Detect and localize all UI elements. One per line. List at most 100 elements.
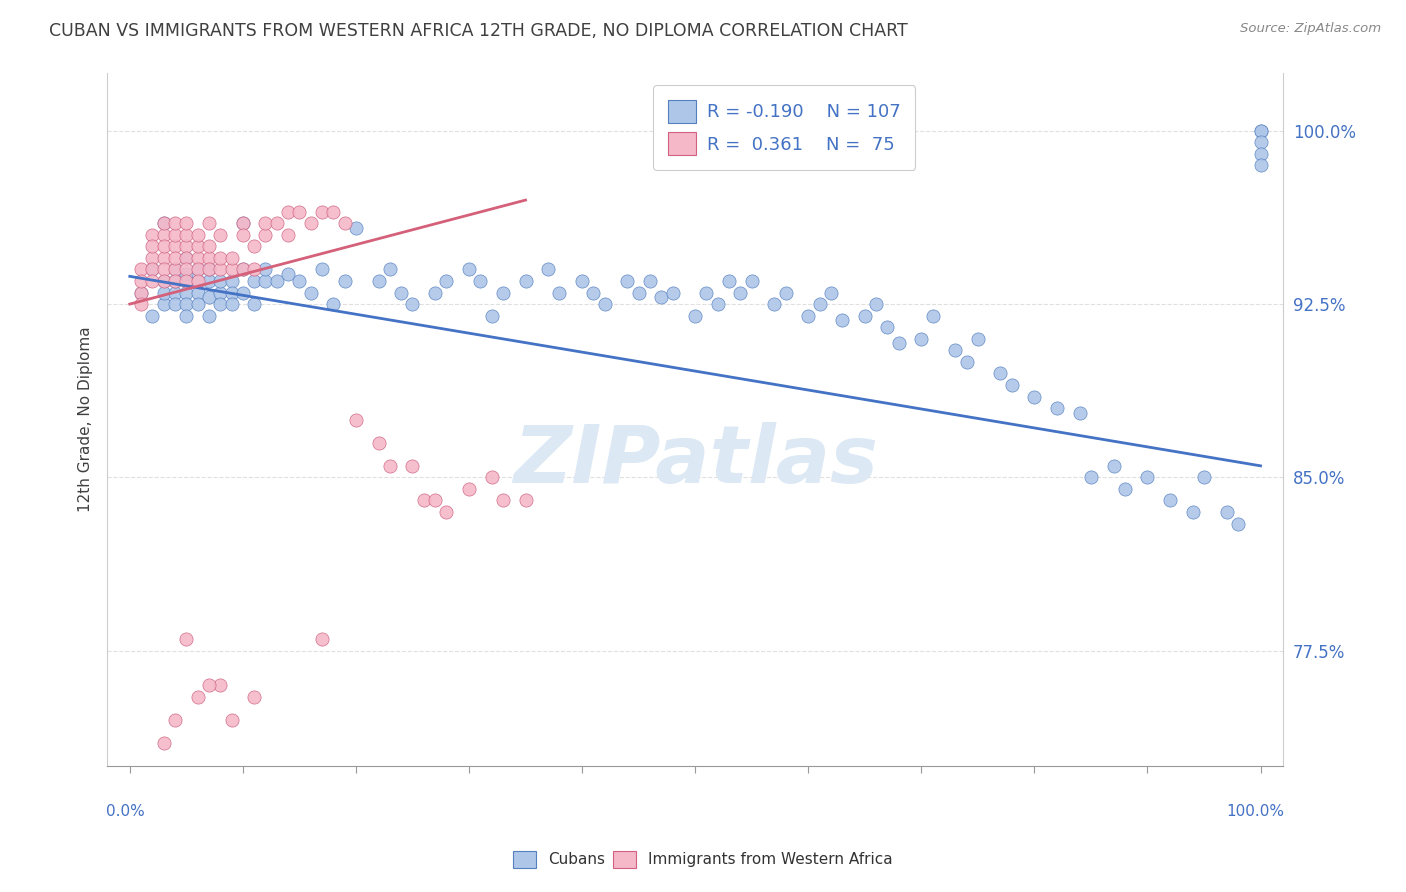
Point <box>176 239 198 253</box>
Point <box>187 251 209 265</box>
Point <box>1046 401 1069 415</box>
Point <box>921 309 943 323</box>
Point <box>152 297 174 311</box>
Point <box>152 251 174 265</box>
Point <box>434 274 457 288</box>
Point <box>423 285 446 300</box>
Point <box>797 309 820 323</box>
Point <box>887 336 910 351</box>
Point <box>1136 470 1159 484</box>
Point <box>254 262 277 277</box>
Point <box>943 343 966 358</box>
Point <box>955 355 977 369</box>
Point <box>288 204 311 219</box>
Point <box>141 227 163 242</box>
Point <box>187 297 209 311</box>
Point <box>176 267 198 281</box>
Point <box>333 216 356 230</box>
Point <box>141 251 163 265</box>
Point <box>176 309 198 323</box>
Point <box>1080 470 1102 484</box>
Point <box>152 227 174 242</box>
Point <box>187 690 209 704</box>
Point <box>221 262 243 277</box>
Text: 100.0%: 100.0% <box>1226 805 1284 820</box>
Point <box>243 690 266 704</box>
Point <box>1102 458 1125 473</box>
Point <box>176 262 198 277</box>
Y-axis label: 12th Grade, No Diploma: 12th Grade, No Diploma <box>79 326 93 512</box>
Point <box>187 285 209 300</box>
Point <box>141 309 163 323</box>
Point <box>232 262 254 277</box>
Point <box>209 262 232 277</box>
Point <box>876 320 898 334</box>
Point <box>198 262 221 277</box>
Point <box>176 632 198 647</box>
Point <box>198 274 221 288</box>
Point <box>163 251 186 265</box>
Legend: R = -0.190    N = 107, R =  0.361    N =  75: R = -0.190 N = 107, R = 0.361 N = 75 <box>652 86 915 169</box>
Point <box>820 285 842 300</box>
Point <box>209 227 232 242</box>
Point <box>176 227 198 242</box>
Point <box>152 262 174 277</box>
Point <box>763 297 786 311</box>
Point <box>221 274 243 288</box>
Point <box>1159 493 1181 508</box>
Point <box>163 713 186 727</box>
Point <box>163 274 186 288</box>
Point <box>277 204 299 219</box>
Point <box>152 285 174 300</box>
Point <box>129 274 152 288</box>
Point <box>378 262 401 277</box>
Point <box>129 285 152 300</box>
Point <box>706 297 728 311</box>
Point <box>808 297 831 311</box>
Point <box>243 239 266 253</box>
Point <box>571 274 593 288</box>
Point <box>481 470 503 484</box>
Point <box>198 678 221 692</box>
Point <box>401 297 423 311</box>
Point <box>1024 390 1046 404</box>
Point <box>322 297 344 311</box>
Point <box>775 285 797 300</box>
Point <box>548 285 571 300</box>
Point <box>209 274 232 288</box>
Point <box>378 458 401 473</box>
Point <box>141 262 163 277</box>
Point <box>910 332 932 346</box>
Text: Source: ZipAtlas.com: Source: ZipAtlas.com <box>1240 22 1381 36</box>
Point <box>1114 482 1136 496</box>
Point <box>176 274 198 288</box>
Point <box>176 274 198 288</box>
Text: 0.0%: 0.0% <box>105 805 145 820</box>
Point <box>152 216 174 230</box>
Point <box>683 309 706 323</box>
Point <box>401 458 423 473</box>
Point <box>638 274 661 288</box>
Point <box>1250 124 1272 138</box>
Point <box>1250 146 1272 161</box>
Point <box>187 274 209 288</box>
Point <box>152 736 174 750</box>
Point <box>232 262 254 277</box>
Point <box>718 274 741 288</box>
Point <box>412 493 434 508</box>
Point <box>367 274 389 288</box>
Point <box>243 274 266 288</box>
Point <box>243 262 266 277</box>
Point <box>537 262 560 277</box>
Point <box>1192 470 1215 484</box>
Point <box>152 274 174 288</box>
Point <box>311 262 333 277</box>
Point <box>152 216 174 230</box>
Point <box>141 274 163 288</box>
Point <box>1001 378 1024 392</box>
Point <box>254 274 277 288</box>
Point <box>1250 136 1272 150</box>
Point <box>209 297 232 311</box>
Point <box>176 251 198 265</box>
Point <box>367 435 389 450</box>
